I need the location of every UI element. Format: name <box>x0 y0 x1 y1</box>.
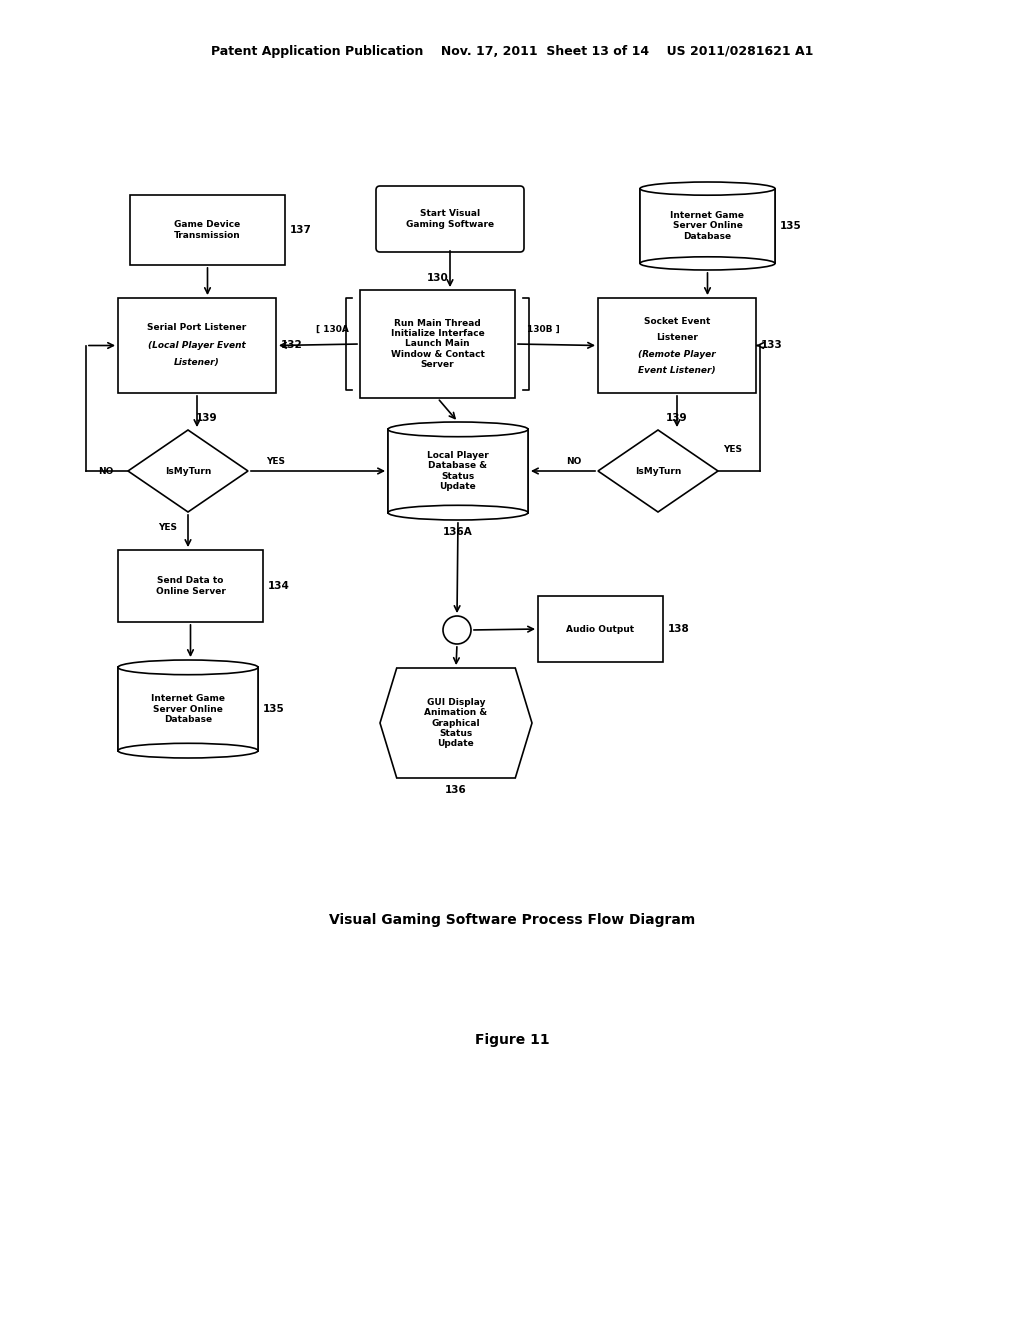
Text: 134: 134 <box>268 581 290 591</box>
Bar <box>118 550 263 622</box>
Text: YES: YES <box>266 457 285 466</box>
Text: NO: NO <box>566 457 582 466</box>
Text: Game Device
Transmission: Game Device Transmission <box>174 220 241 240</box>
Circle shape <box>443 616 471 644</box>
Text: 135: 135 <box>263 704 285 714</box>
Text: IsMyTurn: IsMyTurn <box>165 466 211 475</box>
Text: 136A: 136A <box>443 527 473 537</box>
Text: [ 130A: [ 130A <box>315 325 348 334</box>
Text: Visual Gaming Software Process Flow Diagram: Visual Gaming Software Process Flow Diag… <box>329 913 695 927</box>
Text: 137: 137 <box>290 224 312 235</box>
Ellipse shape <box>640 257 775 271</box>
Bar <box>640 189 775 264</box>
Bar <box>388 429 528 512</box>
Ellipse shape <box>118 660 258 675</box>
Text: Audio Output: Audio Output <box>566 624 635 634</box>
Text: 139: 139 <box>666 413 688 422</box>
Bar <box>388 429 528 512</box>
Text: Local Player
Database &
Status
Update: Local Player Database & Status Update <box>427 451 488 491</box>
Text: Listener: Listener <box>656 333 698 342</box>
Polygon shape <box>598 430 718 512</box>
Text: 139: 139 <box>196 413 218 422</box>
Bar <box>118 668 258 751</box>
Text: Start Visual
Gaming Software: Start Visual Gaming Software <box>406 210 494 228</box>
Text: Internet Game
Server Online
Database: Internet Game Server Online Database <box>151 694 225 723</box>
FancyBboxPatch shape <box>376 186 524 252</box>
Ellipse shape <box>388 506 528 520</box>
Bar <box>118 668 258 751</box>
Text: 138: 138 <box>668 624 690 634</box>
Text: Internet Game
Server Online
Database: Internet Game Server Online Database <box>671 211 744 242</box>
Text: Figure 11: Figure 11 <box>475 1034 549 1047</box>
Bar <box>598 298 756 393</box>
Text: 136: 136 <box>445 785 467 795</box>
Polygon shape <box>128 430 248 512</box>
Text: 130B ]: 130B ] <box>526 325 559 334</box>
Text: Run Main Thread
Initialize Interface
Launch Main
Window & Contact
Server: Run Main Thread Initialize Interface Lau… <box>390 318 484 370</box>
Bar <box>118 298 276 393</box>
Text: Listener): Listener) <box>174 358 220 367</box>
Text: Event Listener): Event Listener) <box>638 366 716 375</box>
Text: 130: 130 <box>427 273 449 282</box>
Polygon shape <box>380 668 532 777</box>
Bar <box>360 290 515 399</box>
Ellipse shape <box>388 422 528 437</box>
Bar <box>640 189 775 264</box>
Text: YES: YES <box>158 523 177 532</box>
Text: YES: YES <box>723 445 742 454</box>
Text: NO: NO <box>98 466 114 475</box>
Ellipse shape <box>640 182 775 195</box>
Text: Socket Event: Socket Event <box>644 317 711 326</box>
Text: Send Data to
Online Server: Send Data to Online Server <box>156 577 225 595</box>
Text: 133: 133 <box>761 341 782 351</box>
Bar <box>538 597 663 663</box>
Text: IsMyTurn: IsMyTurn <box>635 466 681 475</box>
Text: Serial Port Listener: Serial Port Listener <box>147 323 247 333</box>
Text: GUI Display
Animation &
Graphical
Status
Update: GUI Display Animation & Graphical Status… <box>424 698 487 748</box>
Bar <box>130 195 285 265</box>
Text: (Local Player Event: (Local Player Event <box>148 341 246 350</box>
Text: 132: 132 <box>281 341 303 351</box>
Text: (Remote Player: (Remote Player <box>638 350 716 359</box>
Text: Patent Application Publication    Nov. 17, 2011  Sheet 13 of 14    US 2011/02816: Patent Application Publication Nov. 17, … <box>211 45 813 58</box>
Text: 135: 135 <box>780 220 802 231</box>
Ellipse shape <box>118 743 258 758</box>
